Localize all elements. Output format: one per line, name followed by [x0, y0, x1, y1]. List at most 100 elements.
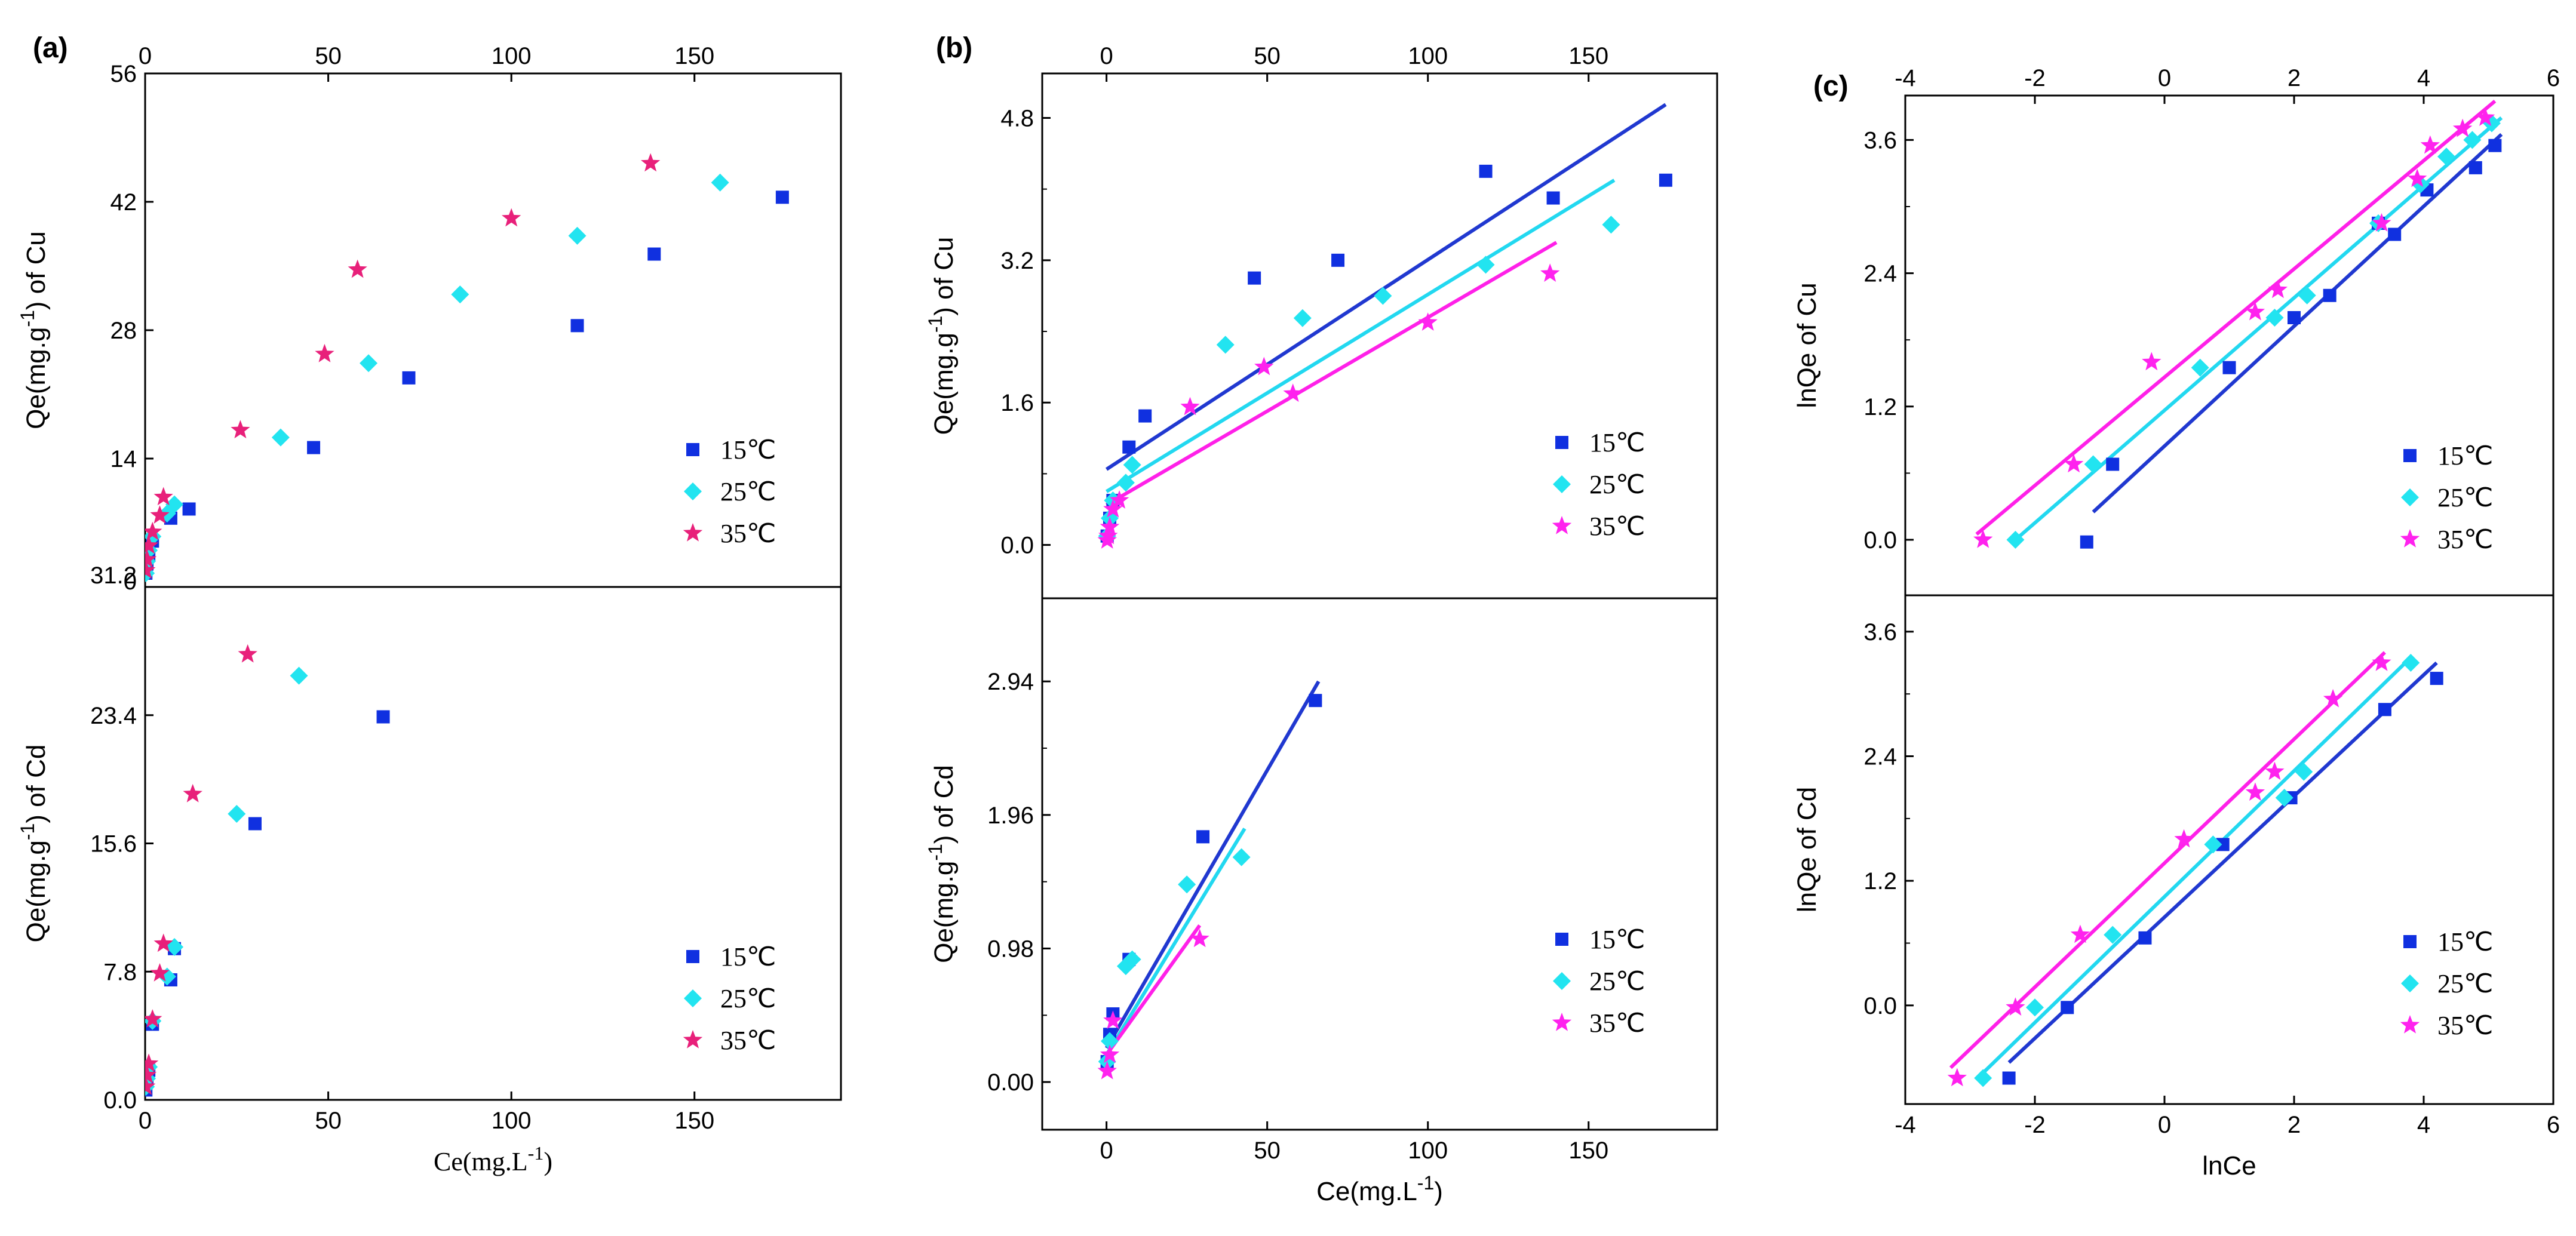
data-point	[376, 710, 390, 724]
x-tick-label: 50	[315, 1108, 342, 1134]
legend: 15℃ 25℃ 35℃	[683, 435, 776, 548]
legend-label: 35℃	[1589, 512, 1645, 541]
data-point	[1100, 516, 1120, 536]
y-tick-label: 0.0	[1000, 533, 1034, 559]
y-tick-label: 14	[110, 446, 137, 472]
y-tick-label: 1.96	[987, 803, 1034, 829]
data-point	[641, 153, 661, 172]
data-point	[647, 247, 661, 261]
data-point	[1196, 830, 1210, 844]
panel-b: (b) 0.0 1.6 3.2 4.8 0 50 100 150 Qe(mg.g-1) of Cu…	[925, 32, 1718, 1206]
data-point	[145, 535, 159, 554]
y-tick-label: 1.2	[1863, 394, 1897, 420]
data-point	[2204, 835, 2222, 854]
data-point	[2275, 789, 2293, 807]
legend-marker	[2401, 974, 2419, 992]
legend-marker	[683, 523, 703, 542]
data-point	[2420, 135, 2440, 154]
data-point	[307, 441, 321, 454]
panel-frame	[1904, 94, 2554, 1105]
legend-marker	[2403, 935, 2417, 948]
plot-area	[1973, 99, 2503, 549]
data-point	[2488, 139, 2502, 152]
data-point	[2388, 227, 2402, 241]
data-point	[1178, 875, 1196, 894]
fit-line	[1975, 99, 2497, 536]
data-point	[2002, 1071, 2016, 1085]
legend-marker	[686, 443, 699, 456]
data-point	[238, 644, 257, 663]
data-point	[2265, 309, 2284, 327]
x-tick-label-top: 50	[1254, 43, 1281, 69]
panel-frame	[1041, 72, 1718, 1131]
legend: 15℃ 25℃ 35℃	[1552, 428, 1645, 541]
legend: 15℃ 25℃ 35℃	[2400, 927, 2493, 1040]
data-point	[182, 502, 196, 516]
data-point	[2452, 118, 2473, 137]
data-point	[1190, 928, 1209, 948]
y-axis-label: lnQe of Cu	[1792, 282, 1822, 408]
y-tick-label: 0.0	[103, 1087, 137, 1114]
x-tick-label-top: -2	[2024, 65, 2046, 91]
x-axis-label: Ce(mg.L-1)	[434, 1142, 552, 1176]
data-point	[2378, 703, 2391, 717]
data-point	[2268, 279, 2288, 299]
data-point	[2323, 688, 2343, 708]
data-point	[1331, 253, 1345, 267]
data-point	[1476, 256, 1495, 274]
fit-line	[1106, 241, 1558, 507]
data-point	[1097, 1060, 1117, 1080]
y-tick-label: 23.4	[90, 703, 137, 729]
legend-label: 25℃	[2437, 969, 2493, 998]
data-point	[2006, 997, 2025, 1016]
data-point	[1101, 1032, 1119, 1050]
data-point	[2245, 302, 2265, 321]
x-tick-label-top: 4	[2417, 65, 2430, 91]
data-point	[1122, 440, 1136, 454]
data-point	[1418, 312, 1438, 331]
x-tick-label: 100	[1408, 1137, 1448, 1164]
data-point	[348, 259, 367, 278]
y-axis-label: Qe(mg.g-1) of Cd	[17, 745, 51, 943]
y-tick-label: 1.2	[1863, 868, 1897, 894]
x-tick-label-top: -4	[1895, 65, 1916, 91]
data-point	[145, 549, 157, 568]
legend-label: 25℃	[720, 477, 776, 506]
y-tick-label: 0.98	[987, 936, 1034, 962]
data-point	[2026, 998, 2044, 1017]
legend-label: 15℃	[1589, 428, 1645, 457]
y-tick-label: 42	[110, 189, 137, 216]
x-axis-label: Ce(mg.L-1)	[1316, 1172, 1443, 1206]
legend-label: 35℃	[2437, 1011, 2493, 1040]
y-tick-label: 3.6	[1863, 619, 1897, 645]
y-tick-label: 0.00	[987, 1069, 1034, 1096]
data-point	[2288, 311, 2301, 324]
data-point	[1602, 216, 1620, 234]
data-point	[570, 319, 584, 333]
data-point	[231, 420, 250, 439]
legend-label: 15℃	[1589, 925, 1645, 954]
data-point	[2084, 455, 2102, 474]
legend-marker	[684, 989, 702, 1007]
y-tick-label: 2.94	[987, 669, 1034, 695]
data-point	[2006, 531, 2025, 549]
legend-marker	[1552, 516, 1572, 534]
x-tick-label-top: 100	[1408, 43, 1448, 69]
x-tick-label: -2	[2024, 1112, 2046, 1138]
data-point	[2468, 161, 2482, 174]
data-point	[183, 783, 202, 803]
plot-area	[1097, 103, 1672, 549]
data-point	[1254, 356, 1274, 376]
data-point	[2372, 213, 2391, 232]
x-tick-label: 6	[2547, 1112, 2560, 1138]
data-point	[145, 560, 156, 579]
y-tick-label: 2.4	[1863, 261, 1897, 287]
data-point	[402, 371, 416, 385]
data-point	[2437, 147, 2455, 166]
legend-marker	[2400, 1015, 2420, 1034]
x-tick-label: 150	[674, 1108, 714, 1134]
data-point	[502, 208, 521, 227]
x-tick-label-top: 6	[2547, 65, 2560, 91]
